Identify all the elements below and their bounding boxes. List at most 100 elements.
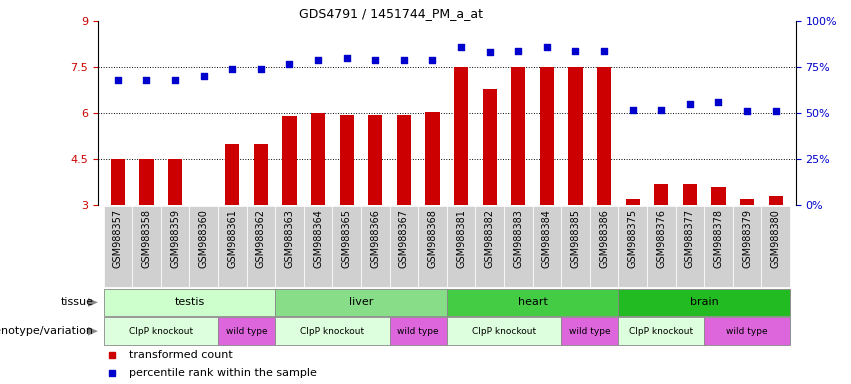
Text: ClpP knockout: ClpP knockout [129,327,193,336]
Bar [590,206,619,287]
Text: GSM988368: GSM988368 [427,209,437,268]
Text: GSM988360: GSM988360 [198,209,208,268]
Bar [704,317,790,345]
Bar [304,206,333,287]
Text: percentile rank within the sample: percentile rank within the sample [129,368,317,378]
Bar [390,317,447,345]
Text: GSM988362: GSM988362 [256,209,266,268]
Bar [168,159,182,205]
Bar [654,184,668,205]
Bar [447,206,476,287]
Text: GSM988381: GSM988381 [456,209,466,268]
Bar [368,115,382,205]
Text: wild type: wild type [726,327,768,336]
Bar [333,206,361,287]
Text: GSM988383: GSM988383 [513,209,523,268]
Text: tissue: tissue [60,297,94,308]
Bar [104,289,275,316]
Bar [625,199,640,205]
Bar [619,206,647,287]
Bar [275,289,447,316]
Text: GSM988366: GSM988366 [370,209,380,268]
Bar [311,113,325,205]
Bar [647,206,676,287]
Text: GSM988379: GSM988379 [742,209,752,268]
Bar [533,206,561,287]
Point [283,60,296,66]
Point [483,50,496,56]
Text: GSM988359: GSM988359 [170,209,180,268]
Point [111,77,125,83]
Bar [275,317,390,345]
Point [511,48,525,54]
Point [711,99,725,105]
Text: GSM988377: GSM988377 [685,209,695,268]
Text: GSM988384: GSM988384 [542,209,551,268]
Bar [418,206,447,287]
Text: GSM988378: GSM988378 [713,209,723,268]
Text: GSM988363: GSM988363 [284,209,294,268]
Text: GSM988382: GSM988382 [485,209,494,268]
Text: GSM988361: GSM988361 [227,209,237,268]
Text: GSM988357: GSM988357 [113,209,123,268]
Text: GSM988385: GSM988385 [570,209,580,268]
Bar [683,184,697,205]
Bar [447,317,561,345]
Point [654,106,668,113]
Bar [540,67,554,205]
Text: GSM988375: GSM988375 [628,209,637,268]
Bar [104,317,218,345]
Point [768,108,782,114]
Bar [190,206,218,287]
Bar [597,67,611,205]
Bar [111,159,125,205]
Point [368,57,382,63]
Bar [568,67,583,205]
Point [540,44,554,50]
Bar [762,206,790,287]
Text: genotype/variation: genotype/variation [0,326,94,336]
Point [597,48,611,54]
Text: GSM988380: GSM988380 [771,209,780,268]
Bar [247,206,275,287]
Bar [140,159,154,205]
Bar [397,115,411,205]
Bar [104,206,132,287]
Point [426,57,439,63]
Bar [740,199,754,205]
Text: brain: brain [690,297,718,308]
Point [226,66,239,72]
Bar [704,206,733,287]
Bar [733,206,762,287]
Text: wild type: wild type [226,327,267,336]
Bar [619,317,704,345]
Bar [218,317,275,345]
Point [254,66,268,72]
Bar [426,112,440,205]
Title: GDS4791 / 1451744_PM_a_at: GDS4791 / 1451744_PM_a_at [299,7,483,20]
Point [397,57,411,63]
Text: GSM988386: GSM988386 [599,209,609,268]
Text: wild type: wild type [569,327,610,336]
Bar [483,89,497,205]
Bar [283,116,297,205]
Text: ClpP knockout: ClpP knockout [629,327,694,336]
Text: GSM988364: GSM988364 [313,209,323,268]
Text: GSM988365: GSM988365 [342,209,351,268]
Bar [218,206,247,287]
Point [683,101,697,107]
Point [140,77,153,83]
Bar [561,317,619,345]
Bar [619,289,790,316]
Point [740,108,754,114]
Bar [561,206,590,287]
Bar [161,206,190,287]
Point [168,77,182,83]
Bar [447,289,619,316]
Bar [361,206,390,287]
Text: testis: testis [174,297,204,308]
Text: GSM988376: GSM988376 [656,209,666,268]
Text: ClpP knockout: ClpP knockout [300,327,364,336]
Bar [511,67,525,205]
Point [454,44,468,50]
